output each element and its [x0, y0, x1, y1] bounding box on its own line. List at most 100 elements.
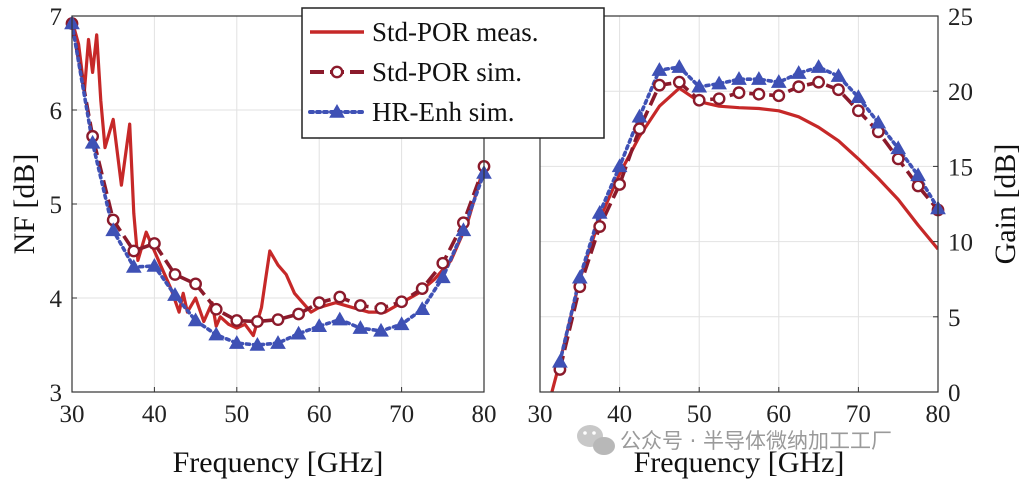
gain-plot: 30 40 50 60 70 800 5 10 15 20 25 Frequency [GHz] G…: [528, 4, 1023, 479]
nf-point-hr-enh-sim: [434, 269, 451, 284]
nf-point-std-por-sim: [415, 282, 429, 295]
nf-series-std-por-meas: [72, 20, 484, 338]
gain-point-std-por-sim: [712, 92, 726, 106]
nf-point-std-por-sim: [189, 277, 203, 291]
gain-point-std-por-sim: [812, 75, 825, 89]
nf-point-hr-enh-sim: [414, 301, 431, 316]
legend-label-hr-enh-sim: HR-Enh sim.: [372, 97, 515, 127]
nf-series-std-por-sim: [72, 23, 484, 324]
gain-point-hr-enh-sim: [910, 167, 926, 182]
nf-point-hr-enh-sim: [146, 258, 163, 272]
gain-ytick-label: 0: [948, 380, 961, 407]
watermark-text: 公众号 · 半导体微纳加工工厂: [620, 429, 892, 453]
gain-point-hr-enh-sim: [611, 158, 628, 173]
gain-xtick-label: 50: [687, 401, 712, 428]
gain-xtick-label: 30: [528, 401, 553, 428]
gain-point-hr-enh-sim: [790, 65, 807, 79]
nf-point-hr-enh-sim: [125, 258, 142, 273]
gain-point-hr-enh-sim: [731, 71, 747, 85]
legend-label-std-por-sim: Std-POR sim.: [372, 57, 522, 87]
nf-point-std-por-sim: [353, 299, 367, 312]
gain-point-std-por-sim: [832, 83, 845, 97]
nf-point-std-por-sim: [127, 244, 141, 258]
gain-xlabel: Frequency [GHz]: [634, 446, 845, 479]
gain-point-std-por-sim: [891, 152, 905, 166]
nf-ytick-label: 6: [50, 98, 63, 125]
nf-point-hr-enh-sim: [393, 316, 410, 331]
gain-point-hr-enh-sim: [810, 59, 827, 73]
gain-point-hr-enh-sim: [651, 62, 668, 76]
gain-point-std-por-sim: [672, 75, 686, 89]
nf-point-hr-enh-sim: [290, 325, 307, 340]
gain-point-hr-enh-sim: [890, 140, 907, 155]
gain-point-std-por-sim: [852, 104, 865, 118]
gain-ytick-label: 15: [948, 154, 973, 181]
nf-point-std-por-sim: [250, 315, 264, 328]
gain-point-hr-enh-sim: [850, 89, 867, 103]
nf-ytick-label: 3: [50, 380, 63, 407]
gain-xtick-label: 60: [766, 401, 791, 428]
gain-point-hr-enh-sim: [671, 59, 688, 73]
gain-ytick-label: 20: [948, 79, 973, 106]
gain-point-hr-enh-sim: [571, 269, 588, 284]
nf-point-hr-enh-sim: [208, 326, 225, 341]
nf-point-std-por-sim: [374, 301, 388, 315]
nf-xtick-label: 50: [224, 401, 249, 428]
gain-xtick-label: 40: [607, 401, 632, 428]
nf-point-std-por-sim: [292, 307, 305, 321]
nf-point-hr-enh-sim: [84, 134, 101, 149]
nf-point-std-por-sim: [168, 268, 182, 281]
nf-ytick-label: 4: [50, 286, 63, 313]
gain-point-std-por-sim: [633, 122, 646, 136]
nf-ytick-label: 5: [50, 192, 63, 219]
gain-series-hr-enh-sim: [558, 65, 938, 364]
nf-xtick-label: 70: [389, 401, 414, 428]
gain-plot-frame: [539, 15, 939, 393]
gain-xtick-label: 80: [926, 401, 951, 428]
gain-point-hr-enh-sim: [691, 78, 708, 93]
nf-xlabel: Frequency [GHz]: [173, 446, 384, 479]
legend-marker-std-por-sim: [330, 65, 344, 79]
nf-point-std-por-sim: [209, 302, 223, 316]
nf-point-std-por-sim: [436, 256, 450, 270]
gain-point-hr-enh-sim: [830, 68, 847, 82]
nf-point-hr-enh-sim: [311, 318, 328, 332]
nf-point-hr-enh-sim: [352, 320, 369, 334]
nf-xtick-label: 40: [142, 401, 167, 428]
gain-ytick-label: 25: [948, 4, 973, 31]
nf-point-std-por-sim: [312, 296, 326, 310]
gain-ytick-label: 5: [948, 305, 961, 332]
gain-point-hr-enh-sim: [770, 74, 787, 88]
nf-point-std-por-sim: [333, 290, 347, 304]
gain-point-hr-enh-sim: [591, 205, 608, 219]
wechat-icon: [577, 425, 615, 455]
gain-point-std-por-sim: [732, 86, 746, 100]
nf-point-hr-enh-sim: [331, 311, 348, 326]
gain-point-hr-enh-sim: [711, 75, 727, 90]
nf-point-std-por-sim: [395, 295, 408, 309]
legend-label-std-por-meas: Std-POR meas.: [372, 17, 539, 47]
nf-point-hr-enh-sim: [270, 335, 286, 349]
nf-ytick-label: 7: [50, 4, 63, 31]
nf-point-std-por-sim: [230, 314, 244, 327]
gain-point-std-por-sim: [613, 178, 626, 191]
gain-ylabel: Gain [dB]: [989, 144, 1022, 265]
nf-xtick-label: 30: [60, 401, 85, 428]
gain-point-std-por-sim: [653, 78, 666, 92]
gain-point-std-por-sim: [593, 220, 607, 233]
nf-point-hr-enh-sim: [455, 222, 472, 237]
gain-point-std-por-sim: [772, 89, 786, 103]
nf-ylabel: NF [dB]: [8, 154, 41, 255]
gain-point-std-por-sim: [752, 87, 766, 101]
watermark: 公众号 · 半导体微纳加工工厂: [577, 425, 892, 455]
nf-point-hr-enh-sim: [105, 222, 122, 237]
nf-xtick-label: 60: [307, 401, 332, 428]
nf-point-std-por-sim: [147, 237, 161, 250]
gain-point-hr-enh-sim: [870, 114, 887, 129]
gain-point-hr-enh-sim: [552, 353, 568, 368]
gain-point-hr-enh-sim: [631, 108, 648, 123]
gain-point-hr-enh-sim: [751, 71, 767, 85]
nf-xtick-label: 80: [472, 401, 497, 428]
gain-series-std-por-meas: [550, 86, 938, 392]
